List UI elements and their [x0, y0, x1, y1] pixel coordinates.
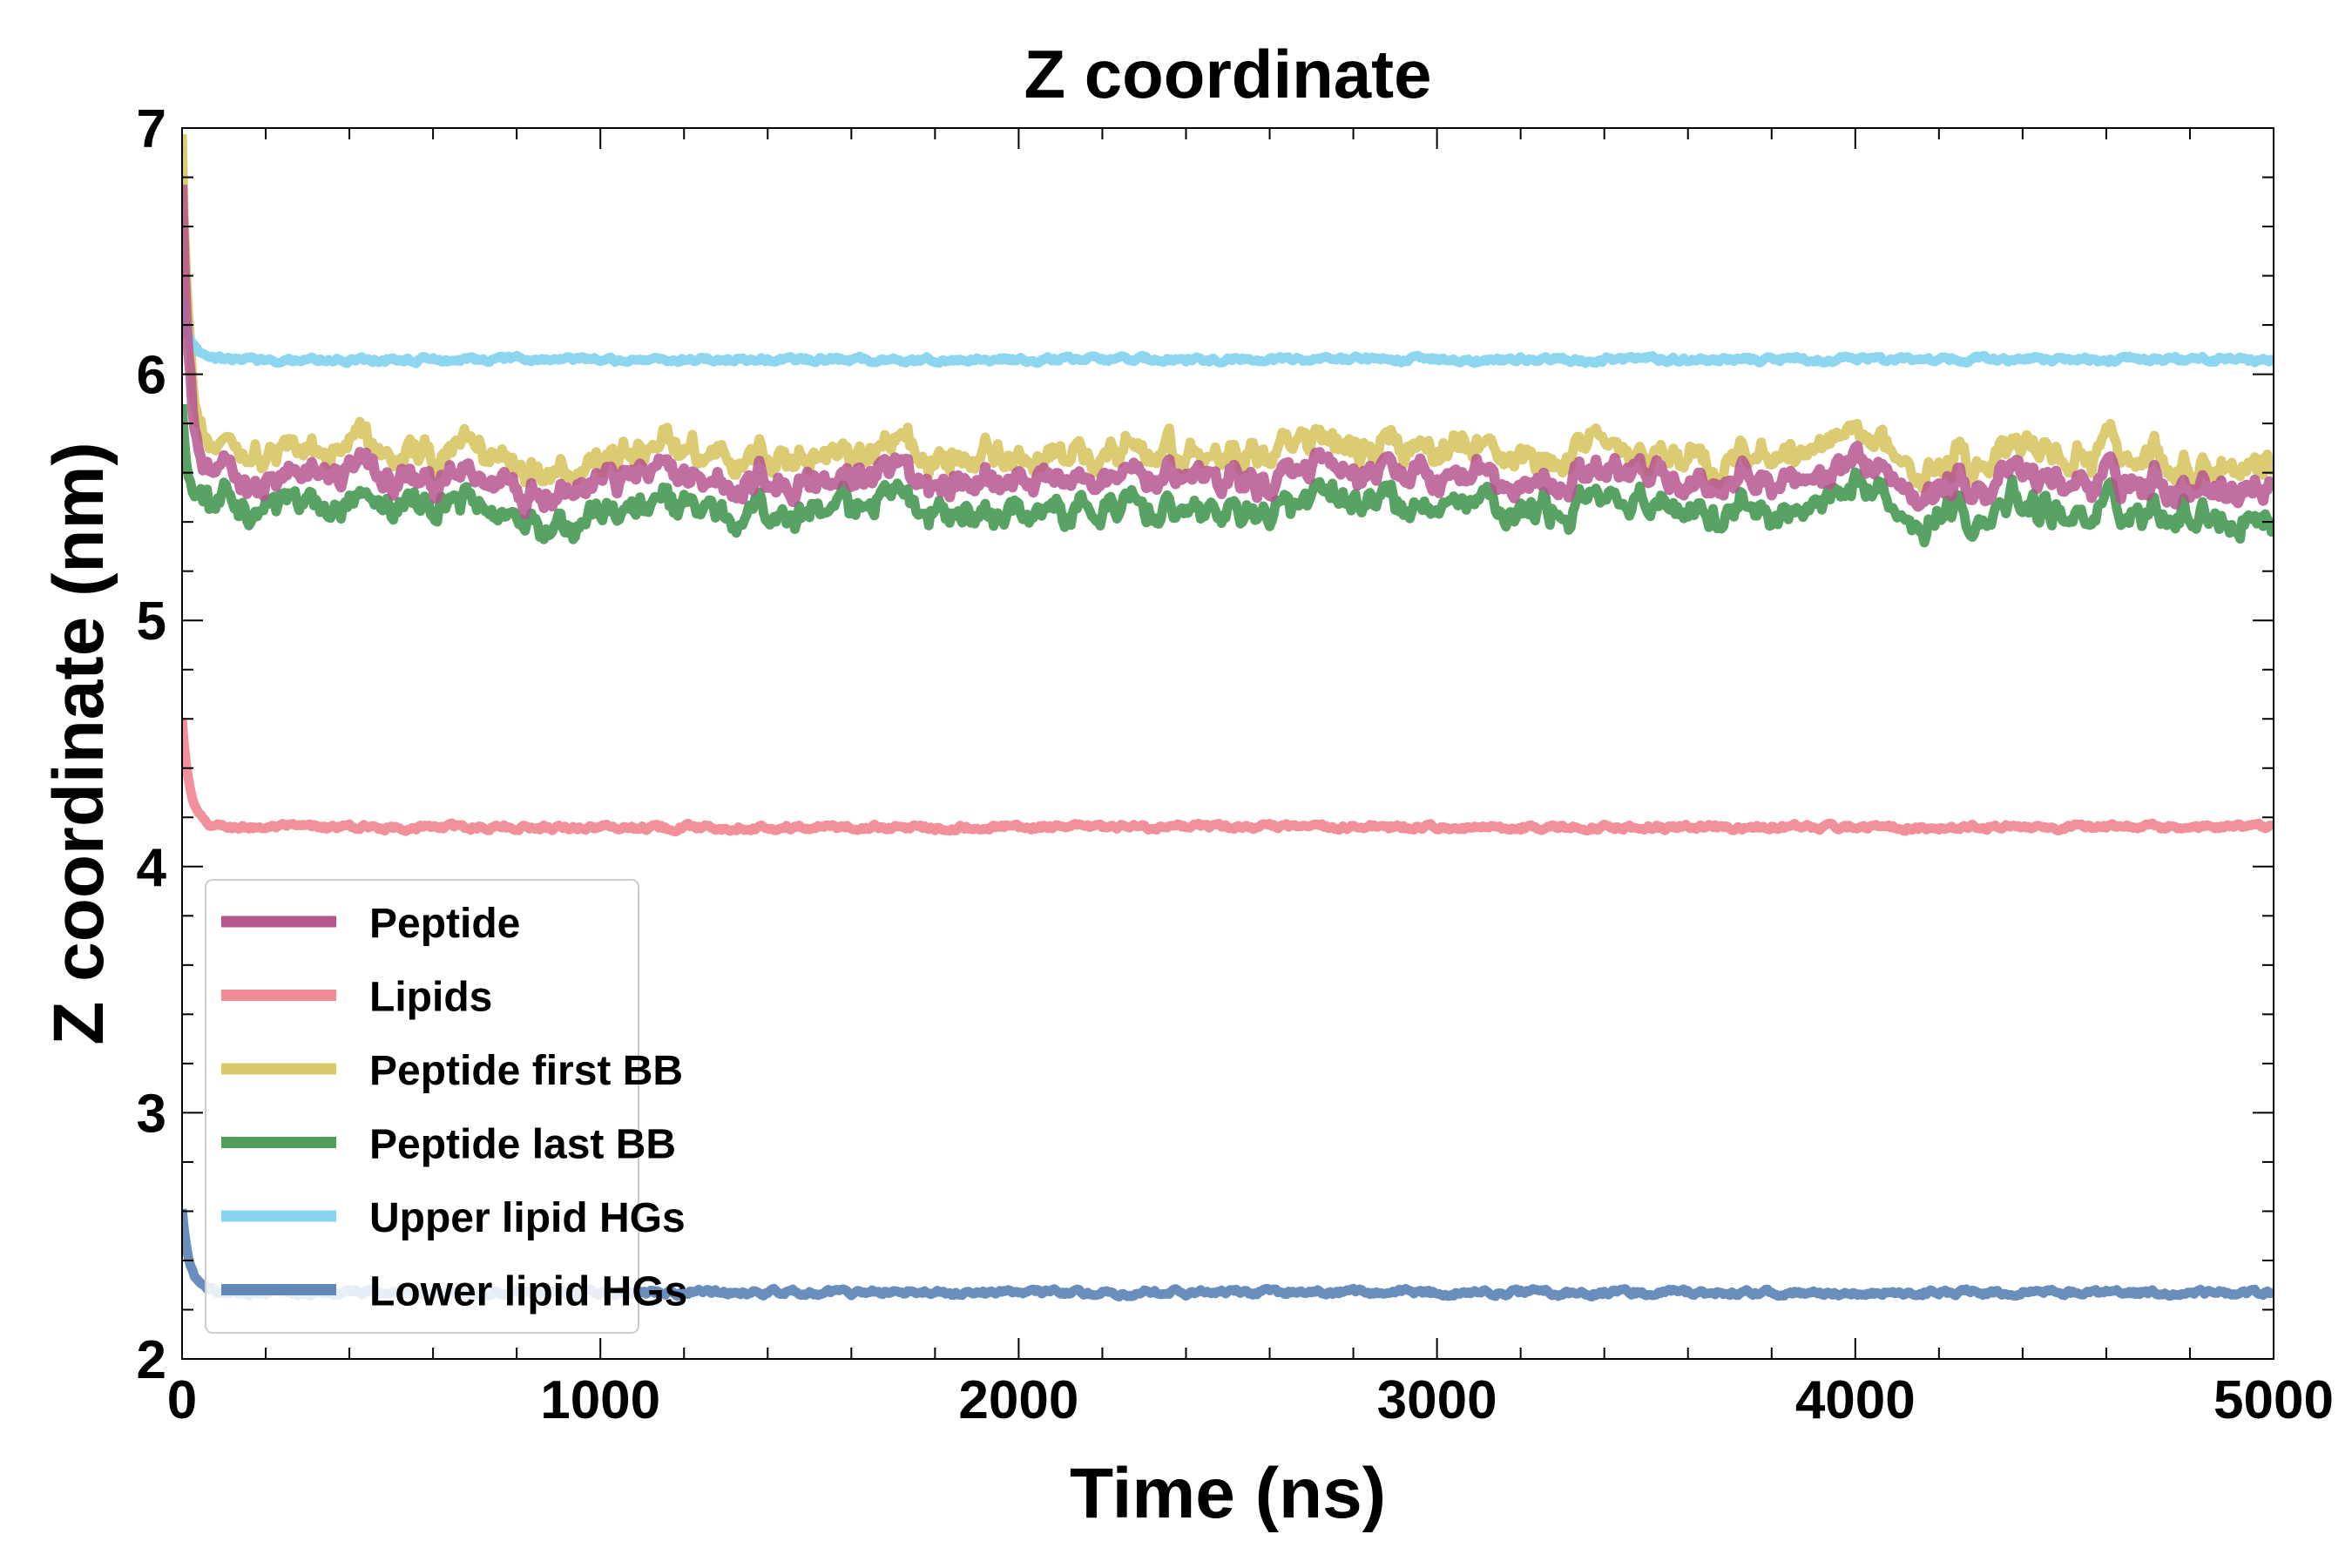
- x-tick-label: 1000: [540, 1370, 660, 1430]
- legend-label: Peptide last BB: [369, 1122, 676, 1168]
- axes-layer: 0 1000 2000 3000 4000 5000 2 3 4 5 6 7: [137, 99, 2334, 1430]
- plot-frame: [181, 127, 2274, 1360]
- legend-box: [205, 879, 639, 1334]
- legend-label: Peptide first BB: [369, 1048, 683, 1094]
- x-tick-label: 0: [167, 1370, 197, 1430]
- series-line-peptide-last-bb: [182, 403, 2274, 548]
- y-tick-label: 3: [137, 1084, 166, 1144]
- y-axis-label: Z coordinate (nm): [39, 442, 118, 1044]
- legend-label: Peptide: [369, 901, 520, 947]
- x-tick-label: 3000: [1377, 1370, 1497, 1430]
- y-tick-label: 5: [137, 591, 166, 652]
- legend-label: Upper lipid HGs: [369, 1195, 686, 1241]
- y-tick-label: 7: [137, 99, 166, 159]
- chart-title: Z coordinate: [1024, 36, 1431, 112]
- x-tick-label: 5000: [2213, 1370, 2334, 1430]
- series-line-lipids: [182, 717, 2274, 837]
- x-tick-label: 4000: [1795, 1370, 1916, 1430]
- y-tick-label: 2: [137, 1330, 166, 1390]
- legend-label: Lipids: [369, 975, 492, 1021]
- series-line-peptide: [182, 184, 2274, 519]
- x-axis-label: Time (ns): [1070, 1454, 1386, 1533]
- series-line-peptide-first-bb: [182, 134, 2274, 494]
- legend: Peptide Lipids Peptide first BB Peptide las…: [205, 879, 687, 1334]
- x-tick-label: 2000: [958, 1370, 1078, 1430]
- series-line-upper-lipid-hgs: [182, 298, 2274, 368]
- y-tick-label: 4: [137, 838, 167, 898]
- y-tick-label: 6: [137, 346, 166, 406]
- legend-label: Lower lipid HGs: [369, 1269, 687, 1315]
